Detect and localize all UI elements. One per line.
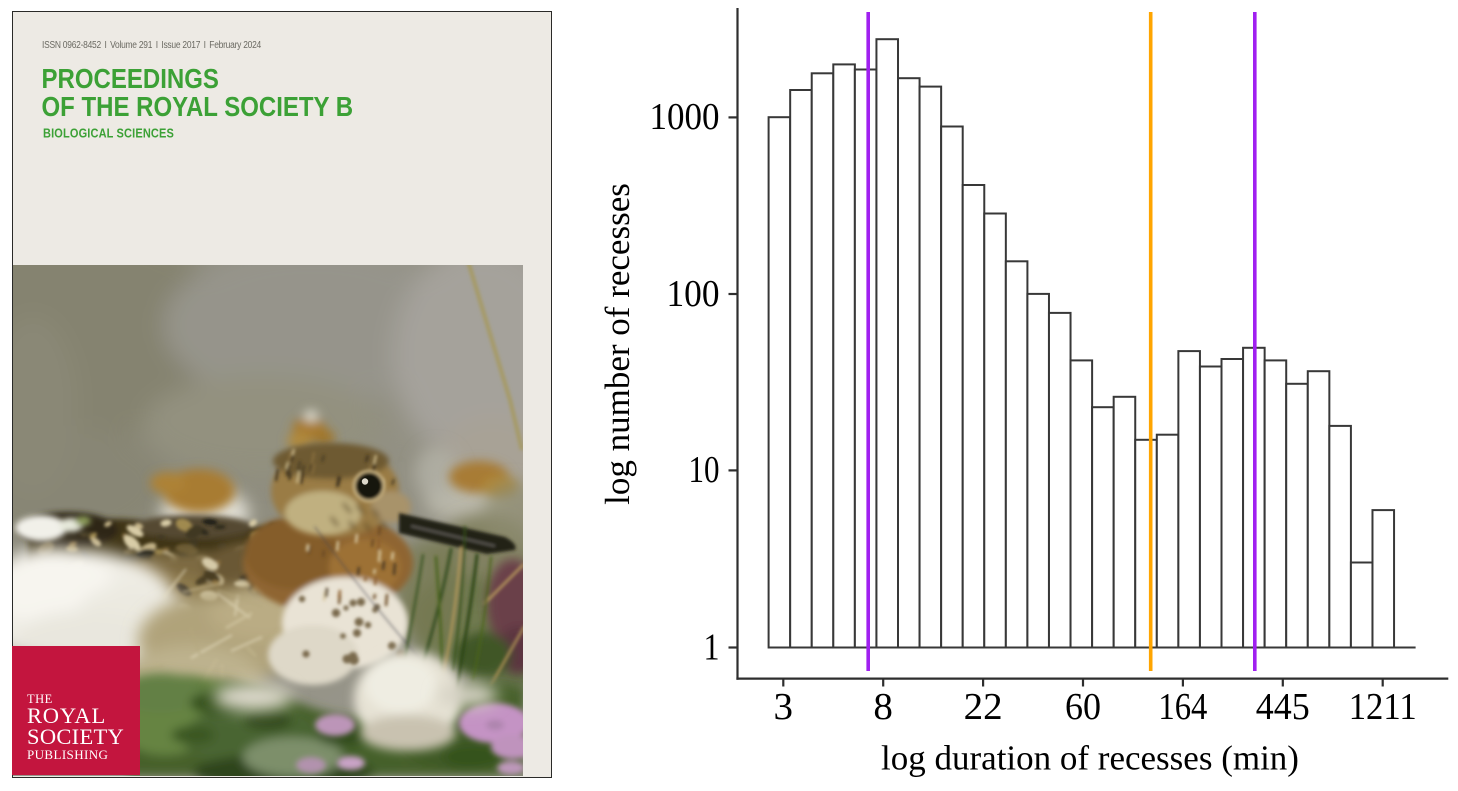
svg-text:3: 3 <box>774 686 794 728</box>
svg-text:100: 100 <box>667 273 720 315</box>
svg-text:164: 164 <box>1158 686 1207 728</box>
svg-text:10: 10 <box>689 449 720 491</box>
svg-text:445: 445 <box>1256 686 1310 728</box>
svg-text:log number of recesses: log number of recesses <box>598 183 637 505</box>
svg-text:1000: 1000 <box>650 96 720 138</box>
svg-text:22: 22 <box>964 686 1003 728</box>
svg-text:1211: 1211 <box>1349 686 1417 728</box>
svg-text:1: 1 <box>704 626 720 668</box>
svg-text:log duration of recesses (min): log duration of recesses (min) <box>881 739 1299 778</box>
svg-text:60: 60 <box>1065 686 1101 728</box>
svg-text:8: 8 <box>873 686 893 728</box>
